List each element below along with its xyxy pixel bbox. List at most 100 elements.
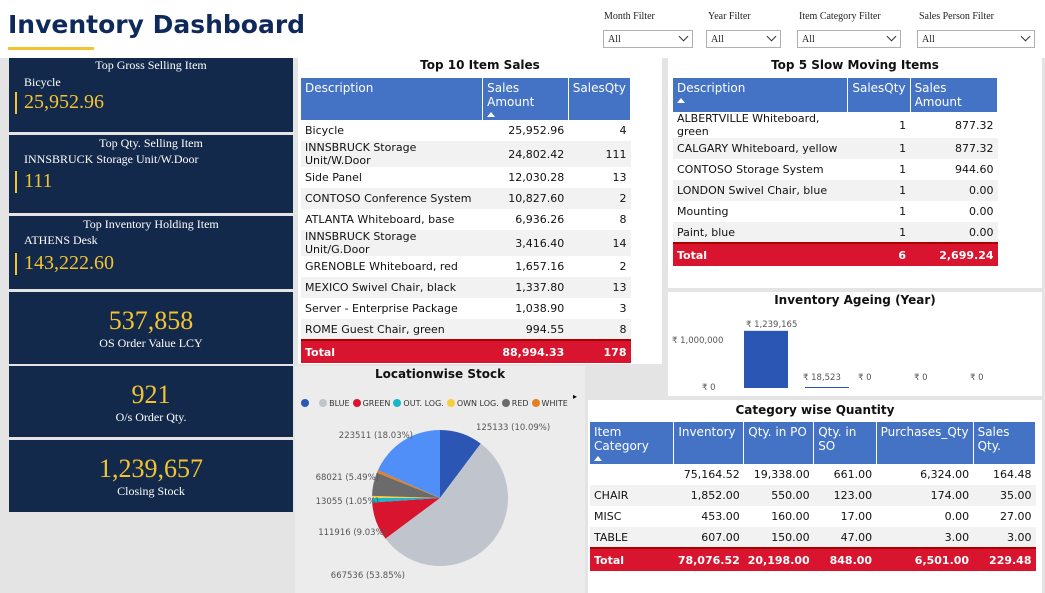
table-cell: 174.00 — [876, 485, 974, 506]
table-cell: 877.32 — [955, 118, 994, 132]
table-row[interactable]: Side Panel 12,030.28 13 — [301, 167, 631, 188]
category-filter-value: All — [802, 34, 815, 45]
accent-bar — [15, 92, 17, 114]
ageing-panel: Inventory Ageing (Year) ₹ 1,000,000 ₹ 0 … — [668, 292, 1042, 396]
table-row[interactable]: Server - Enterprise Package 1,038.90 3 — [301, 298, 631, 319]
table-cell: 661.00 — [833, 468, 873, 481]
pie-slice[interactable] — [376, 470, 440, 498]
column-header[interactable]: Description — [673, 78, 849, 112]
chevron-down-icon — [678, 31, 689, 42]
pie-slice[interactable] — [372, 498, 440, 539]
ageing-bar[interactable] — [805, 387, 849, 388]
table-row[interactable]: INNSBRUCK Storage Unit/G.Door 3,416.40 14 — [301, 230, 631, 256]
ageing-bar[interactable] — [744, 330, 788, 388]
top10-panel: Top 10 Item Sales Description Sales Amou… — [298, 58, 662, 364]
pie-slice[interactable] — [385, 443, 508, 566]
legend-swatch — [446, 399, 455, 407]
table-cell: ROME Guest Chair, green — [301, 319, 483, 340]
table-cell: 1 — [847, 180, 911, 201]
legend-next-arrow-icon[interactable]: ▸ — [572, 392, 577, 401]
column-header[interactable]: Sales Qty. — [973, 422, 1037, 464]
kpi-os-order-qty: 921 O/s Order Qty. — [9, 366, 293, 437]
legend-item[interactable]: OUT. LOG. — [393, 398, 444, 408]
legend-item[interactable]: GREEN — [352, 399, 390, 408]
table-cell: Server - Enterprise Package — [305, 302, 458, 315]
legend-swatch — [531, 399, 540, 407]
table-row[interactable]: INNSBRUCK Storage Unit/W.Door 24,802.42 11… — [301, 141, 631, 167]
column-header[interactable]: Item Category — [590, 422, 675, 464]
table-row[interactable]: GRENOBLE Whiteboard, red 1,657.16 2 — [301, 256, 631, 277]
table-cell: ATLANTA Whiteboard, base — [305, 213, 455, 226]
column-header[interactable]: SalesQty — [847, 78, 911, 112]
y-tick-label: ₹ 1,000,000 — [672, 336, 723, 346]
table-row[interactable]: Paint, blue 1 0.00 — [673, 222, 998, 243]
card-title: Top Gross Selling Item — [95, 58, 207, 72]
table-cell: Mounting — [677, 205, 729, 218]
table-row[interactable]: Bicycle 25,952.96 4 — [301, 120, 631, 141]
legend-item[interactable]: OWN LOG. — [446, 399, 499, 408]
table-row[interactable]: LONDON Swivel Chair, blue 1 0.00 — [673, 180, 998, 201]
legend-item[interactable] — [301, 399, 311, 407]
salesperson-filter-select[interactable]: All — [917, 30, 1035, 48]
table-row[interactable]: CONTOSO Storage System 1 944.60 — [673, 159, 998, 180]
column-header[interactable]: SalesQty — [568, 78, 632, 120]
column-header[interactable]: Sales Amount — [482, 78, 569, 120]
pie-slice[interactable] — [377, 430, 440, 498]
table-row[interactable]: 75,164.52 19,338.00 661.00 6,324.00 164.48 — [590, 464, 1036, 485]
column-header[interactable]: Purchases_Qty — [876, 422, 974, 464]
table-row[interactable]: CALGARY Whiteboard, yellow 1 877.32 — [673, 138, 998, 159]
accent-bar — [15, 253, 17, 275]
table-cell: 3 — [619, 302, 627, 315]
table-cell: 13 — [568, 277, 631, 298]
table-row[interactable]: Mounting 1 0.00 — [673, 201, 998, 222]
bar-data-label: ₹ 0 — [970, 373, 984, 383]
column-header[interactable]: Qty. in PO — [743, 422, 815, 464]
kpi-value: 921 — [131, 380, 171, 409]
pie-slice[interactable] — [372, 472, 440, 498]
column-header-label: Item Category — [594, 425, 649, 453]
bar-data-label: ₹ 0 — [914, 373, 928, 383]
table-row[interactable]: ROME Guest Chair, green 994.55 8 — [301, 319, 631, 340]
legend-label: OUT. LOG. — [403, 398, 444, 408]
legend-swatch — [301, 399, 309, 407]
table-cell: 607.00 — [673, 527, 744, 548]
table-cell: 123.00 — [813, 485, 877, 506]
table-cell — [590, 464, 674, 485]
table-row[interactable]: ATLANTA Whiteboard, base 6,936.26 8 — [301, 209, 631, 230]
table-cell: LONDON Swivel Chair, blue — [673, 180, 848, 201]
bar-data-label: ₹ 18,523 — [803, 373, 841, 383]
page-title: Inventory Dashboard — [8, 10, 306, 39]
month-filter-select[interactable]: All — [603, 30, 693, 48]
slow5-table: Description SalesQty Sales Amount ALBERT… — [673, 78, 999, 266]
kpi-os-order-value: 537,858 OS Order Value LCY — [9, 292, 293, 364]
legend-item[interactable]: RED — [501, 399, 529, 408]
legend-item[interactable]: BLUE — [319, 399, 350, 408]
table-row[interactable]: MISC 453.00 160.00 17.00 0.00 27.00 — [590, 506, 1036, 527]
table-row[interactable]: CONTOSO Conference System 10,827.60 2 — [301, 188, 631, 209]
table-cell: 1,852.00 — [673, 485, 744, 506]
column-header[interactable]: Qty. in SO — [813, 422, 877, 464]
column-header[interactable]: Inventory — [673, 422, 745, 464]
total-cell: 88,994.33 — [482, 339, 569, 363]
column-header-label: Sales Amount — [487, 81, 535, 109]
year-filter-select[interactable]: All — [706, 30, 781, 48]
total-cell: 78,076.52 — [673, 547, 744, 571]
category-filter-select[interactable]: All — [797, 30, 901, 48]
table-cell: Paint, blue — [673, 222, 848, 243]
table-cell: 75,164.52 — [683, 468, 740, 481]
table-row[interactable]: TABLE 607.00 150.00 47.00 3.00 3.00 — [590, 527, 1036, 548]
total-row: Total 88,994.33 178 — [301, 339, 631, 363]
table-row[interactable]: ALBERTVILLE Whiteboard, green 1 877.32 — [673, 112, 998, 138]
pie-slice[interactable] — [372, 495, 440, 498]
legend-item[interactable]: WHITE — [531, 399, 568, 408]
table-row[interactable]: MEXICO Swivel Chair, black 1,337.80 13 — [301, 277, 631, 298]
kpi-label: OS Order Value LCY — [99, 336, 203, 350]
column-header[interactable]: Sales Amount — [910, 78, 999, 112]
table-row[interactable]: CHAIR 1,852.00 550.00 123.00 174.00 35.00 — [590, 485, 1036, 506]
pie-data-label: 13055 (1.05%) — [316, 497, 379, 507]
column-header[interactable]: Description — [301, 78, 484, 120]
legend-swatch — [501, 399, 510, 407]
pie-slice[interactable] — [440, 430, 481, 498]
pie-slice[interactable] — [372, 497, 440, 503]
table-cell: ALBERTVILLE Whiteboard, green — [677, 112, 820, 138]
